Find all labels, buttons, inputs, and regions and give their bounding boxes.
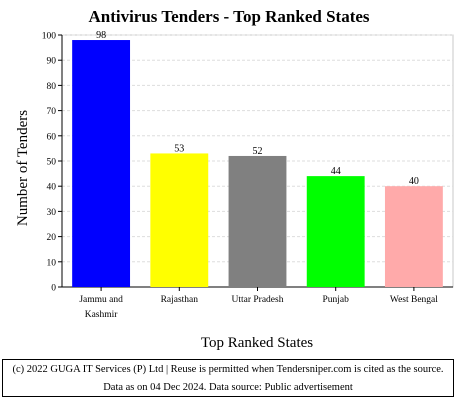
y-tick-label: 0 xyxy=(51,284,56,294)
bar xyxy=(72,40,131,287)
data-label: 44 xyxy=(331,166,341,177)
data-label: 40 xyxy=(409,176,419,187)
y-tick-label: 80 xyxy=(47,82,57,92)
y-tick-label: 90 xyxy=(47,57,57,67)
bars xyxy=(72,40,443,287)
x-tick-label: Rajasthan xyxy=(161,295,199,305)
x-tick-label: Kashmir xyxy=(85,310,119,320)
bar-chart: Antivirus Tenders - Top Ranked States 0 1… xyxy=(15,7,454,351)
bar xyxy=(228,155,287,287)
y-tick-label: 50 xyxy=(47,158,57,168)
y-tick-label: 100 xyxy=(42,32,57,42)
footer-text: (c) 2022 GUGA IT Services (P) Ltd | Reus… xyxy=(12,364,444,393)
y-tick-label: 60 xyxy=(47,132,57,142)
bar xyxy=(150,153,209,287)
bar xyxy=(306,176,365,287)
y-tick-label: 20 xyxy=(47,233,57,243)
x-tick-label: Punjab xyxy=(323,295,350,305)
y-tick-label: 30 xyxy=(47,208,57,218)
y-tick-labels: 0 10 20 30 40 50 60 70 80 90 100 xyxy=(42,32,57,294)
data-label: 53 xyxy=(174,143,184,154)
data-label: 98 xyxy=(96,30,106,41)
x-tick-labels: Jammu and Kashmir Rajasthan Uttar Pradesh Pu… xyxy=(79,295,438,320)
x-axis-title: Top Ranked States xyxy=(201,335,313,351)
chart-title: Antivirus Tenders - Top Ranked States xyxy=(88,7,369,26)
data-label: 52 xyxy=(253,146,263,157)
x-tick-label: Jammu and xyxy=(79,295,123,305)
y-tick-label: 10 xyxy=(47,258,57,268)
y-tick-label: 70 xyxy=(47,107,57,117)
bar xyxy=(384,186,443,287)
data-labels: 98 53 52 44 40 xyxy=(96,30,419,187)
x-tick-label: Uttar Pradesh xyxy=(232,295,284,305)
y-axis-title: Number of Tenders xyxy=(15,110,31,226)
copyright-footer: (c) 2022 GUGA IT Services (P) Ltd | Reus… xyxy=(2,359,454,397)
x-tick-label: West Bengal xyxy=(390,295,438,305)
y-tick-label: 40 xyxy=(47,183,57,193)
